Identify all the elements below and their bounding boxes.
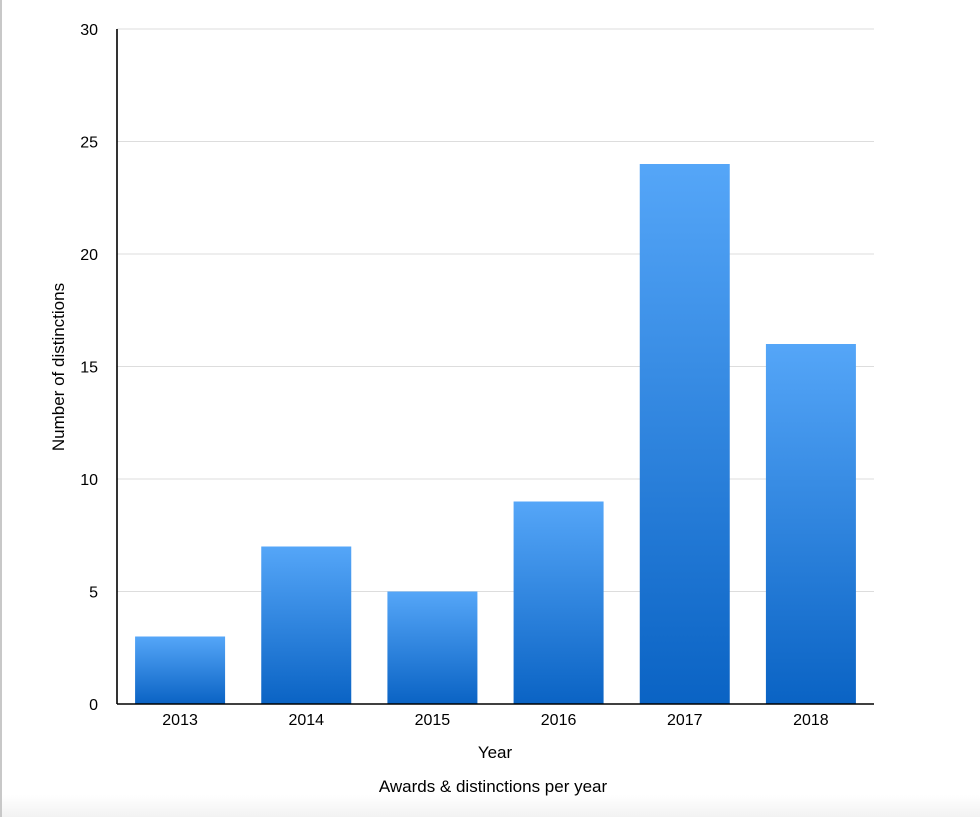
x-tick-label: 2017 [667, 712, 703, 729]
x-tick-label: 2018 [793, 712, 829, 729]
x-tick-label: 2014 [288, 712, 324, 729]
gridlines [117, 28, 874, 592]
x-axis-title: Year [478, 743, 513, 762]
bars [135, 164, 856, 704]
y-axis-title: Number of distinctions [49, 283, 68, 451]
axes [116, 29, 874, 705]
y-tick-label: 15 [80, 360, 98, 377]
bar-2015 [387, 591, 478, 704]
y-tick-label: 30 [80, 22, 98, 39]
bar-2013 [135, 636, 226, 704]
y-tick-label: 20 [80, 247, 98, 264]
x-tick-label: 2015 [415, 712, 451, 729]
bar-2014 [261, 546, 352, 704]
bar-2018 [765, 344, 856, 704]
y-tick-label: 0 [89, 697, 98, 714]
chart-caption: Awards & distinctions per year [379, 777, 608, 796]
bar-2016 [513, 501, 604, 704]
y-tick-label: 5 [89, 585, 98, 602]
x-tick-label: 2016 [541, 712, 577, 729]
x-tick-label: 2013 [162, 712, 198, 729]
bar-2017 [639, 164, 730, 704]
x-tick-labels: 2013 2014 2015 2016 2017 2018 [162, 712, 829, 729]
y-tick-label: 25 [80, 135, 98, 152]
y-tick-labels: 0 5 10 15 20 25 30 [80, 22, 98, 714]
y-tick-label: 10 [80, 472, 98, 489]
